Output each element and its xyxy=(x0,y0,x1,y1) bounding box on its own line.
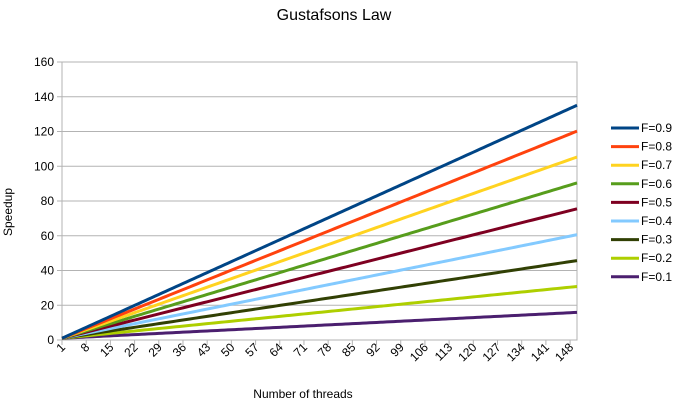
x-tick-label: 113 xyxy=(432,340,456,364)
x-tick-label: 127 xyxy=(480,340,504,364)
series-line-f-0-3 xyxy=(61,259,578,340)
x-axis-ticks: 1 8 15 22 29 36 43 50 57 64 71 78 85 92 99 106 113 120 127… xyxy=(53,340,576,364)
legend-item: F=0.1 xyxy=(611,270,672,284)
legend-label: F=0.8 xyxy=(641,140,672,154)
x-tick-label: 120 xyxy=(455,340,479,364)
x-tick-label: 8 xyxy=(78,340,93,355)
legend-item: F=0.7 xyxy=(611,158,672,172)
x-tick-label: 64 xyxy=(267,340,287,360)
chart-title: Gustafsons Law xyxy=(277,7,392,24)
x-tick-label: 78 xyxy=(315,340,335,360)
series-line-f-0-6 xyxy=(61,181,578,340)
series-line-f-0-7 xyxy=(61,155,578,340)
legend-label: F=0.1 xyxy=(641,270,672,284)
legend-label: F=0.6 xyxy=(641,177,672,191)
legend-label: F=0.7 xyxy=(641,158,672,172)
x-tick-label: 22 xyxy=(121,340,141,360)
y-tick-label: 80 xyxy=(41,194,55,208)
y-tick-label: 140 xyxy=(34,90,54,104)
x-tick-label: 50 xyxy=(218,340,238,360)
x-axis-title: Number of threads xyxy=(253,387,352,401)
series-line-f-0-8 xyxy=(61,129,578,340)
x-tick-label: 141 xyxy=(528,340,552,364)
y-tick-label: 60 xyxy=(41,229,55,243)
legend-item: F=0.2 xyxy=(611,251,672,265)
x-tick-label: 134 xyxy=(504,340,528,364)
x-tick-label: 1 xyxy=(53,340,68,355)
x-tick-label: 57 xyxy=(242,340,262,360)
legend-label: F=0.2 xyxy=(641,251,672,265)
x-tick-label: 106 xyxy=(407,340,431,364)
legend-item: F=0.6 xyxy=(611,177,672,191)
legend-item: F=0.9 xyxy=(611,121,672,135)
legend-label: F=0.9 xyxy=(641,121,672,135)
y-tick-label: 160 xyxy=(34,55,54,69)
y-tick-label: 0 xyxy=(47,333,54,347)
x-tick-label: 71 xyxy=(291,340,311,360)
legend-item: F=0.5 xyxy=(611,195,672,209)
x-tick-label: 36 xyxy=(170,340,190,360)
legend-label: F=0.3 xyxy=(641,233,672,247)
x-tick-label: 99 xyxy=(388,340,408,360)
series-line-f-0-4 xyxy=(61,233,578,340)
legend: F=0.9 F=0.8 F=0.7 F=0.6 F=0.5 F=0.4 F=0.3 F=0.2… xyxy=(611,121,672,284)
y-tick-label: 100 xyxy=(34,159,54,173)
series-line-f-0-9 xyxy=(61,103,578,340)
legend-item: F=0.4 xyxy=(611,214,672,228)
y-tick-label: 120 xyxy=(34,125,54,139)
series-line-f-0-5 xyxy=(61,207,578,340)
series-line-f-0-2 xyxy=(61,284,578,340)
legend-item: F=0.8 xyxy=(611,140,672,154)
y-tick-label: 20 xyxy=(41,298,55,312)
x-tick-label: 85 xyxy=(339,340,359,360)
x-tick-label: 92 xyxy=(363,340,383,360)
y-axis-ticks: 0 20 40 60 80 100 120 140 160 xyxy=(34,55,62,347)
legend-item: F=0.3 xyxy=(611,233,672,247)
x-tick-label: 148 xyxy=(552,340,576,364)
y-tick-label: 40 xyxy=(41,264,55,278)
legend-label: F=0.4 xyxy=(641,214,672,228)
series-lines xyxy=(61,103,578,340)
legend-label: F=0.5 xyxy=(641,195,672,209)
series-line-f-0-1 xyxy=(61,310,578,340)
y-axis-title: Speedup xyxy=(1,188,15,236)
x-tick-label: 15 xyxy=(97,340,117,360)
x-tick-label: 43 xyxy=(194,340,214,360)
x-tick-label: 29 xyxy=(146,340,166,360)
